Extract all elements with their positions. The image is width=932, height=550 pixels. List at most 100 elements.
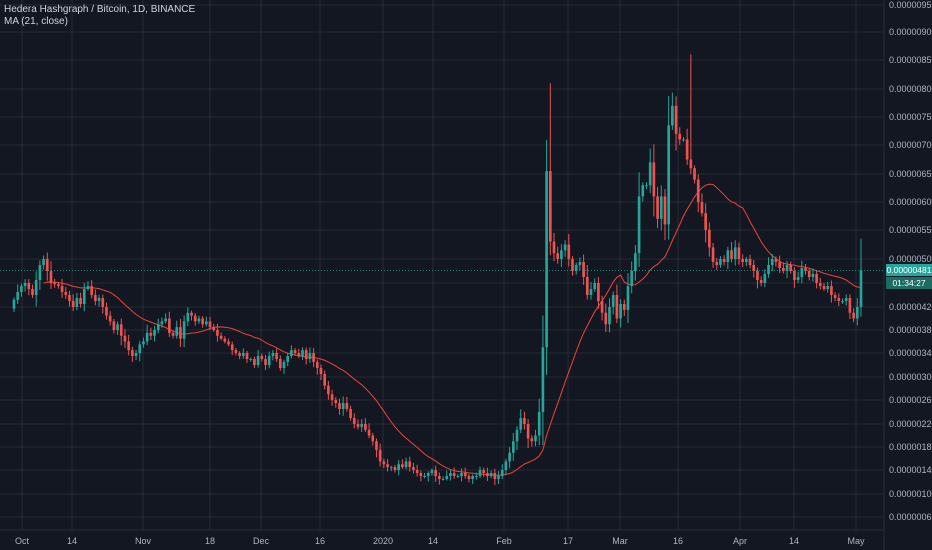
candle-down <box>349 409 352 418</box>
candle-up <box>534 435 537 442</box>
candle-up <box>745 259 748 262</box>
candle-down <box>49 271 53 283</box>
candle-down <box>789 265 793 271</box>
candle-up <box>619 304 622 319</box>
candle-down <box>837 298 841 301</box>
candle-down <box>408 461 412 468</box>
candle-up <box>767 265 770 274</box>
candle-down <box>238 353 241 356</box>
candle-down <box>571 259 574 271</box>
candle-down <box>338 403 341 409</box>
candle-down <box>193 315 197 322</box>
candle-up <box>478 470 482 476</box>
candle-down <box>486 473 489 476</box>
time-tick-label: Nov <box>135 536 152 546</box>
candle-up <box>156 324 160 330</box>
candle-down <box>415 470 419 473</box>
chart-grid <box>0 0 884 530</box>
candle-up <box>608 307 611 325</box>
candle-up <box>153 330 156 336</box>
price-tick-label: 0.00000550 <box>889 225 932 235</box>
candle-down <box>334 400 338 403</box>
time-axis[interactable]: Oct 14 Nov 18 Dec 16 2020 14 Feb 17 Mar 16 Apr 14 May <box>0 529 884 546</box>
candle-down <box>708 230 711 248</box>
candle-down <box>179 327 182 339</box>
candle-up <box>630 271 634 286</box>
candle-up <box>489 473 493 476</box>
candle-down <box>293 350 297 353</box>
candle-down <box>452 473 456 476</box>
candle-up <box>859 270 863 307</box>
candle-down <box>815 274 818 283</box>
price-tick-label: 0.00000100 <box>889 489 932 499</box>
candle-up <box>733 247 737 259</box>
candle-up <box>389 467 393 469</box>
time-tick-label: Apr <box>733 536 747 546</box>
candle-down <box>615 295 619 319</box>
candle-down <box>378 449 382 462</box>
candle-down <box>530 438 534 442</box>
candle-up <box>511 441 515 453</box>
candle-down <box>278 359 282 368</box>
candle-down <box>774 259 778 262</box>
candle-up <box>800 268 804 277</box>
candle-down <box>201 318 204 325</box>
candle-up <box>645 185 648 187</box>
candle-up <box>16 292 20 300</box>
candle-down <box>223 338 227 342</box>
candle-down <box>412 467 415 470</box>
countdown-tag: 01:34:27 <box>886 277 932 290</box>
candle-down <box>419 473 423 476</box>
candle-down <box>356 424 360 427</box>
candle-up <box>589 289 593 295</box>
candle-down <box>604 312 608 325</box>
candle-down <box>833 295 837 298</box>
candle-down <box>438 476 441 479</box>
candle-up <box>537 412 541 436</box>
candle-down <box>312 353 315 362</box>
candle-up <box>42 259 45 265</box>
candle-up <box>38 265 42 280</box>
candle-down <box>57 284 60 286</box>
candle-up <box>855 307 859 319</box>
candle-up <box>23 283 27 286</box>
candlestick-layer <box>12 54 863 486</box>
time-tick-label: 2020 <box>373 536 393 546</box>
candle-down <box>700 202 704 214</box>
price-tick-label: 0.00000700 <box>889 140 932 150</box>
candle-down <box>253 359 256 365</box>
candle-up <box>341 403 345 409</box>
candle-down <box>523 418 526 424</box>
candle-down <box>108 315 112 322</box>
candle-up <box>182 321 186 339</box>
candle-down <box>131 350 134 356</box>
candle-down <box>467 476 471 479</box>
candle-down <box>79 298 82 304</box>
candle-up <box>763 274 767 283</box>
candle-down <box>101 298 105 307</box>
candle-up <box>20 286 23 292</box>
candle-up <box>541 347 545 412</box>
symbol-title[interactable]: Hedera Hashgraph / Bitcoin, 1D, BINANCE <box>4 4 196 15</box>
candle-down <box>105 307 108 316</box>
price-tick-label: 0.00000260 <box>889 395 932 405</box>
candle-up <box>441 479 445 480</box>
candle-down <box>352 418 356 424</box>
candle-up <box>134 353 138 356</box>
candle-down <box>275 353 278 359</box>
time-tick-label: 16 <box>315 536 325 546</box>
candle-up <box>426 473 430 476</box>
candle-down <box>386 464 389 468</box>
candle-up <box>519 418 523 430</box>
candle-up <box>241 353 245 356</box>
price-tick-label: 0.00000850 <box>889 55 932 65</box>
indicator-label[interactable]: MA (21, close) <box>4 16 68 27</box>
candle-up <box>282 362 286 368</box>
candle-down <box>597 283 600 301</box>
candle-up <box>500 470 504 476</box>
candle-down <box>323 374 327 386</box>
candle-down <box>818 283 822 286</box>
candle-up <box>360 424 364 427</box>
candle-up <box>545 171 548 348</box>
